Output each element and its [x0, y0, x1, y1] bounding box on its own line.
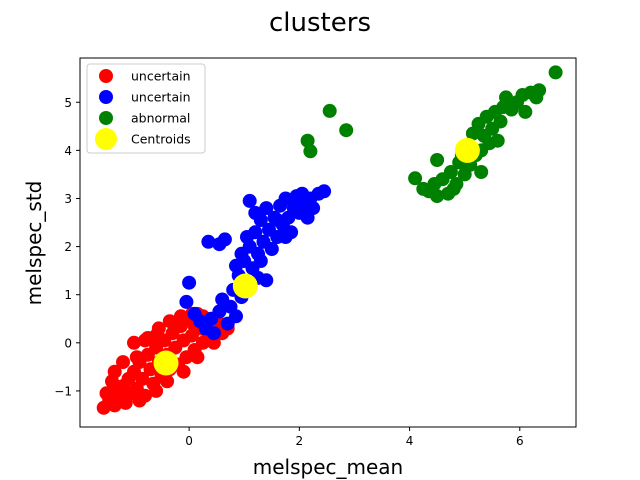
series-2-point-4 — [408, 171, 423, 186]
points-layer — [96, 65, 563, 415]
y-tick-label: 2 — [64, 240, 72, 254]
series-1-point-23 — [259, 201, 274, 216]
series-2-point-9 — [430, 153, 445, 167]
series-2-point-8 — [430, 189, 445, 204]
series-0-point-45 — [116, 355, 130, 370]
series-2-point-37 — [532, 83, 547, 98]
legend: uncertain uncertain abnormal Centroids — [86, 63, 206, 154]
series-1-point-55 — [253, 254, 268, 268]
series-0-point-2 — [99, 386, 114, 401]
x-tick-label: 0 — [185, 434, 193, 448]
series-2-point-12 — [443, 165, 458, 179]
y-tick-label: 3 — [64, 192, 72, 206]
series-0-point-54 — [105, 374, 119, 389]
series-1-point-54 — [278, 230, 293, 244]
legend-marker-1 — [99, 90, 113, 104]
series-2-point-34 — [518, 104, 533, 119]
x-axis-title: melspec_mean — [253, 455, 403, 479]
series-0-point-55 — [168, 316, 183, 331]
y-tick-label: 1 — [64, 288, 72, 302]
series-0-point-58 — [160, 374, 175, 389]
series-0-point-48 — [140, 331, 155, 345]
series-1-point-7 — [212, 304, 227, 319]
legend-frame — [86, 63, 206, 154]
series-0-point-42 — [127, 335, 141, 350]
centroid-point-1 — [232, 273, 258, 299]
series-1-point-52 — [248, 205, 263, 220]
series-1-point-6 — [206, 326, 221, 341]
series-1-point-45 — [217, 232, 232, 247]
series-0-point-61 — [206, 335, 221, 350]
series-1-point-1 — [182, 275, 197, 290]
y-tick-label: 0 — [64, 336, 72, 350]
series-2-point-38 — [548, 65, 563, 80]
x-tick-label: 4 — [406, 434, 414, 448]
series-1-point-46 — [229, 258, 243, 273]
x-tick-label: 2 — [296, 434, 304, 448]
series-1-point-53 — [270, 213, 285, 228]
series-1-point-0 — [179, 294, 194, 309]
axis-ticks: 0 2 4 6 −1 0 1 2 3 4 5 — [54, 96, 523, 448]
series-0-point-47 — [129, 350, 144, 365]
series-0-point-57 — [132, 393, 147, 408]
legend-marker-2 — [99, 111, 113, 125]
series-1-point-12 — [229, 309, 243, 324]
series-2-point-3 — [303, 144, 318, 159]
series-1-point-51 — [240, 230, 254, 244]
series-0-point-56 — [149, 383, 164, 398]
series-1-point-50 — [234, 246, 249, 261]
series-2-point-30 — [499, 90, 513, 105]
series-0-point-60 — [190, 350, 205, 365]
y-tick-label: 4 — [64, 144, 72, 158]
series-1-point-42 — [317, 184, 332, 199]
series-2-point-28 — [493, 114, 508, 129]
series-0-point-49 — [151, 321, 166, 336]
series-0-point-13 — [135, 371, 150, 386]
legend-label-3: Centroids — [131, 132, 191, 147]
series-2-point-39 — [474, 165, 489, 179]
centroid-point-0 — [153, 350, 179, 376]
series-1-point-47 — [242, 193, 257, 208]
series-2-point-27 — [490, 133, 505, 148]
series-1-point-40 — [306, 201, 321, 216]
y-tick-label: 5 — [64, 96, 72, 110]
chart-title: clusters — [269, 8, 371, 38]
series-0-point-59 — [176, 364, 191, 379]
y-axis-title: melspec_std — [22, 181, 46, 306]
plot-frame — [79, 57, 577, 428]
series-1-point-49 — [259, 273, 274, 288]
series-2-point-41 — [446, 181, 461, 196]
legend-label-1: uncertain — [131, 90, 191, 105]
series-1-point-30 — [278, 191, 293, 206]
series-1-point-43 — [201, 234, 216, 249]
series-1-point-25 — [264, 242, 279, 256]
series-2-point-0 — [322, 103, 337, 118]
legend-marker-3 — [95, 128, 117, 150]
x-tick-label: 6 — [516, 434, 524, 448]
series-2-point-2 — [300, 133, 315, 148]
legend-label-0: uncertain — [131, 69, 191, 84]
series-2-point-1 — [339, 123, 354, 138]
legend-marker-0 — [99, 69, 113, 83]
legend-label-2: abnormal — [131, 111, 190, 126]
centroid-point-2 — [454, 137, 480, 163]
y-tick-label: −1 — [54, 384, 72, 398]
